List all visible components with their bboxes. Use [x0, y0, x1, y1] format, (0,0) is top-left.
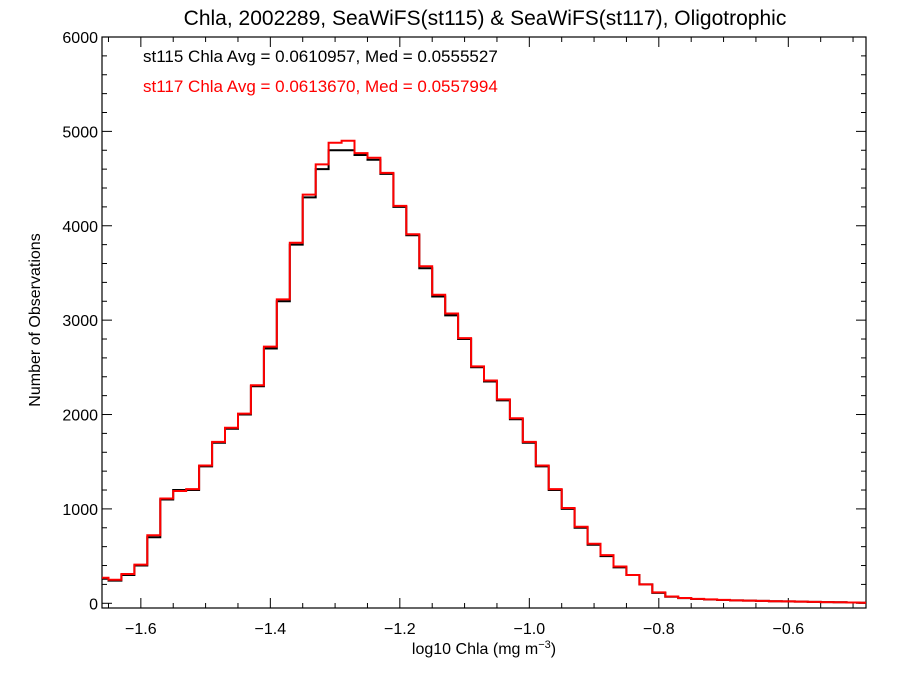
x-tick-label: −1.2 — [384, 621, 416, 638]
x-tick-label: −0.8 — [643, 621, 675, 638]
x-tick-label: −1.0 — [514, 621, 546, 638]
x-axis-ticks: −1.6 −1.4 −1.2 −1.0 −0.8 −0.6 — [107, 37, 854, 638]
y-axis-ticks: 0 1000 2000 3000 4000 5000 6000 — [62, 30, 866, 613]
y-tick-label: 6000 — [62, 30, 98, 47]
x-axis-label-main: log10 Chla (mg m — [412, 641, 538, 658]
series-st117-line — [102, 139, 866, 604]
plot-border — [101, 36, 867, 609]
x-axis-label: log10 Chla (mg m−3) — [412, 639, 556, 658]
y-axis-label: Number of Observations — [27, 233, 44, 406]
y-tick-label: 3000 — [62, 313, 98, 330]
x-tick-label: −0.6 — [773, 621, 805, 638]
chart-title: Chla, 2002289, SeaWiFS(st115) & SeaWiFS(… — [184, 7, 787, 30]
x-tick-label: −1.6 — [125, 621, 157, 638]
legend-st115: st115 Chla Avg = 0.0610957, Med = 0.0555… — [143, 47, 498, 66]
y-tick-label: 1000 — [62, 502, 98, 519]
x-tick-label: −1.4 — [255, 621, 287, 638]
y-tick-label: 2000 — [62, 408, 98, 425]
y-tick-label: 4000 — [62, 219, 98, 236]
series-layer — [102, 139, 866, 604]
x-axis-label-sup: −3 — [538, 639, 551, 651]
plot-frame — [101, 36, 867, 609]
x-axis-label-close: ) — [551, 641, 556, 658]
legend-st117: st117 Chla Avg = 0.0613670, Med = 0.0557… — [143, 77, 498, 96]
y-tick-label: 0 — [89, 596, 98, 613]
y-tick-label: 5000 — [62, 124, 98, 141]
